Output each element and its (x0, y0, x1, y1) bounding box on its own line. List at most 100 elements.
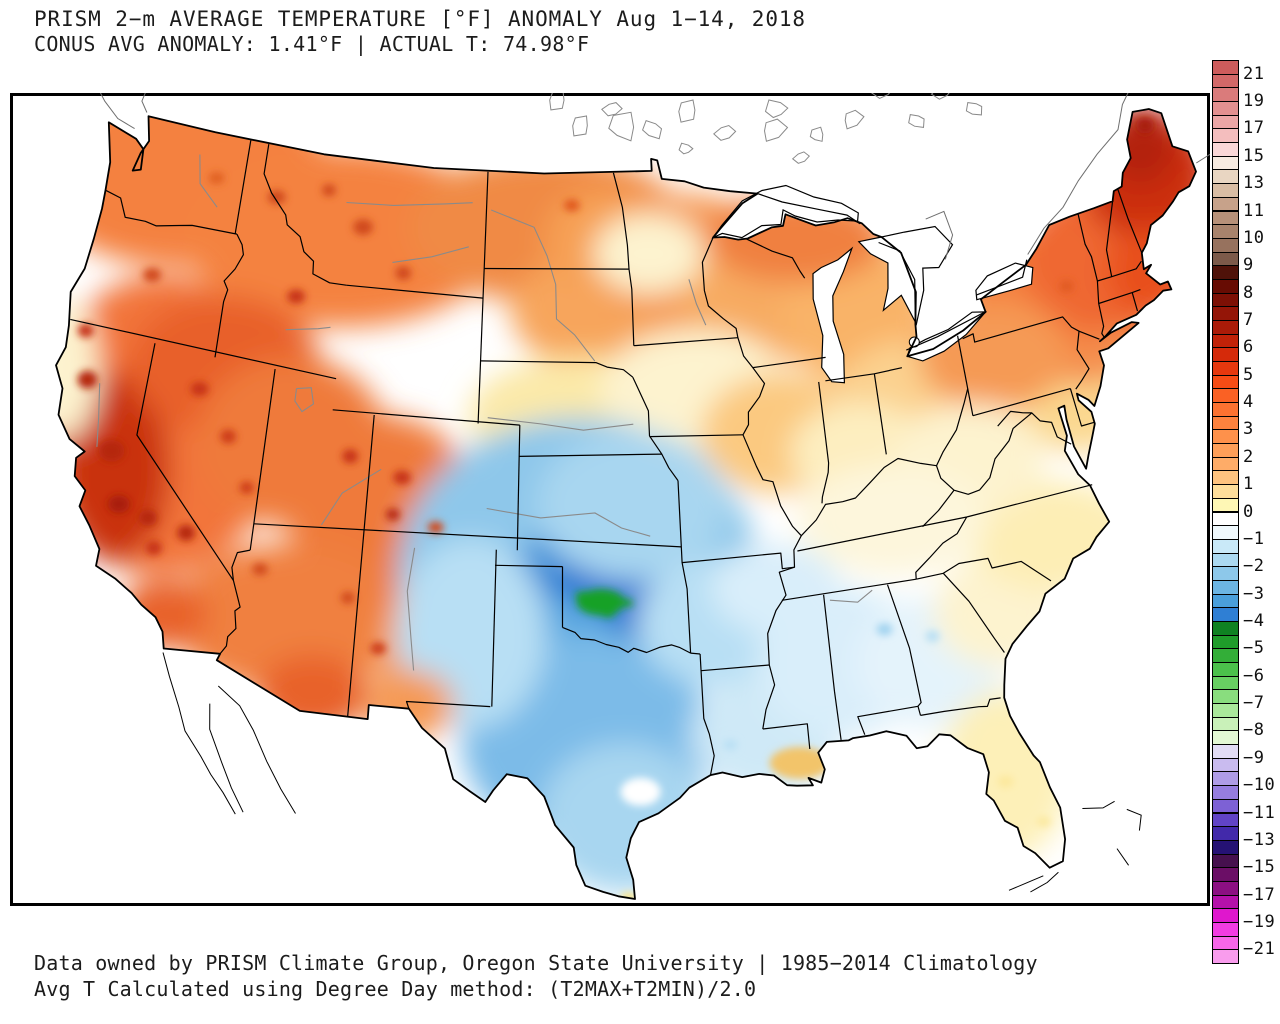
great-lake (857, 225, 954, 326)
colorbar-cell (1212, 798, 1239, 814)
colorbar-tick-label: −11 (1243, 802, 1276, 823)
colorbar-tick-label: 10 (1243, 227, 1265, 248)
colorbar-cell (1212, 921, 1239, 937)
page-title: PRISM 2−m AVERAGE TEMPERATURE [°F] ANOMA… (34, 7, 806, 31)
colorbar-tick-label: 19 (1243, 91, 1265, 111)
colorbar-cell (1212, 785, 1239, 800)
colorbar-cell (1212, 867, 1239, 882)
colorbar-cell (1212, 306, 1239, 321)
colorbar-cell (1212, 292, 1239, 308)
colorbar-tick-label: −8 (1243, 720, 1265, 741)
colorbar-tick-label: 15 (1243, 145, 1265, 166)
colorbar-cell (1212, 210, 1239, 226)
canada-coastlines (99, 93, 1210, 260)
colorbar-cell (1212, 443, 1239, 458)
colorbar-cell (1212, 662, 1239, 677)
state-borders (70, 140, 1143, 776)
colorbar-cell (1212, 607, 1239, 622)
colorbar-cell (1212, 319, 1239, 335)
colorbar-tick-label: 13 (1243, 173, 1265, 194)
colorbar-cell (1212, 908, 1239, 923)
colorbar-cell (1212, 470, 1239, 486)
colorbar-cell (1212, 552, 1239, 568)
colorbar-cell (1212, 880, 1239, 896)
colorbar-cell (1212, 142, 1239, 157)
conus-outline (55, 108, 1197, 900)
colorbar-tick-label: 11 (1243, 200, 1265, 221)
colorbar-tick-label: −9 (1243, 747, 1265, 768)
great-lake (812, 246, 854, 384)
colorbar-tick-label: −17 (1243, 884, 1276, 905)
colorbar-cell (1212, 374, 1239, 390)
colorbar-cell (1212, 237, 1239, 253)
colorbar-tick-label: −2 (1243, 556, 1265, 577)
colorbar-cell (1212, 155, 1239, 171)
colorbar-cell (1212, 634, 1239, 650)
colorbar-tick-label: 4 (1243, 392, 1254, 412)
colorbar-tick-label: 2 (1243, 446, 1254, 467)
conus-anomaly-map (10, 93, 1210, 906)
colorbar-tick-label: −6 (1243, 665, 1265, 686)
colorbar-cell (1212, 278, 1239, 294)
colorbar-tick-label: 21 (1243, 63, 1265, 84)
colorbar-tick-label: 3 (1243, 419, 1254, 440)
colorbar-cell (1212, 894, 1239, 910)
colorbar-tick-label: −1 (1243, 528, 1265, 549)
colorbar-cell (1212, 347, 1239, 362)
colorbar-cell (1212, 196, 1239, 212)
colorbar-cell (1212, 87, 1239, 103)
colorbar-cell (1212, 826, 1239, 841)
colorbar-cell (1212, 429, 1239, 445)
colorbar-tick-label: 6 (1243, 337, 1254, 358)
colorbar-cell (1212, 812, 1239, 828)
colorbar (1212, 60, 1239, 964)
colorbar-cell (1212, 114, 1239, 130)
colorbar-tick-label: −7 (1243, 693, 1265, 713)
map-canvas (10, 93, 1210, 906)
colorbar-cell (1212, 525, 1239, 540)
colorbar-cell (1212, 716, 1239, 732)
colorbar-cell (1212, 183, 1239, 198)
colorbar-cell (1212, 265, 1239, 280)
colorbar-cell (1212, 839, 1239, 855)
colorbar-cell (1212, 73, 1239, 89)
colorbar-cell (1212, 388, 1239, 404)
colorbar-cell (1212, 101, 1239, 116)
colorbar-cell (1212, 771, 1239, 787)
colorbar-cell (1212, 511, 1239, 527)
river-lines (96, 154, 873, 671)
colorbar-tick-label: 5 (1243, 364, 1254, 385)
colorbar-tick-label: 0 (1243, 501, 1254, 522)
colorbar-cell (1212, 333, 1239, 349)
colorbar-tick-label: −15 (1243, 857, 1276, 878)
colorbar-tick-label: 1 (1243, 474, 1254, 495)
colorbar-cell (1212, 853, 1239, 869)
colorbar-cell (1212, 497, 1239, 513)
colorbar-cell (1212, 538, 1239, 554)
colorbar-cell (1212, 579, 1239, 595)
colorbar-tick-label: −10 (1243, 775, 1276, 796)
colorbar-cell (1212, 935, 1239, 951)
colorbar-cell (1212, 361, 1239, 376)
colorbar-cell (1212, 415, 1239, 431)
colorbar-cell (1212, 402, 1239, 417)
colorbar-tick-label: 17 (1243, 118, 1265, 139)
colorbar-tick-label: 8 (1243, 282, 1254, 303)
colorbar-cell (1212, 128, 1239, 144)
colorbar-tick-label: −13 (1243, 829, 1276, 850)
colorbar-cell (1212, 703, 1239, 718)
colorbar-cell (1212, 60, 1239, 75)
colorbar-tick-label: 9 (1243, 255, 1254, 276)
colorbar-tick-label: 7 (1243, 310, 1254, 330)
colorbar-cell (1212, 648, 1239, 663)
colorbar-tick-label: −3 (1243, 583, 1265, 604)
colorbar-cell (1212, 456, 1239, 472)
colorbar-cell (1212, 675, 1239, 691)
colorbar-cell (1212, 744, 1239, 759)
footer-method: Avg T Calculated using Degree Day method… (34, 977, 757, 1001)
colorbar-cell (1212, 620, 1239, 636)
mexico-bahamas-coastlines (162, 652, 1142, 893)
page-subtitle: CONUS AVG ANOMALY: 1.41°F | ACTUAL T: 74… (34, 32, 590, 56)
colorbar-cell (1212, 224, 1239, 239)
